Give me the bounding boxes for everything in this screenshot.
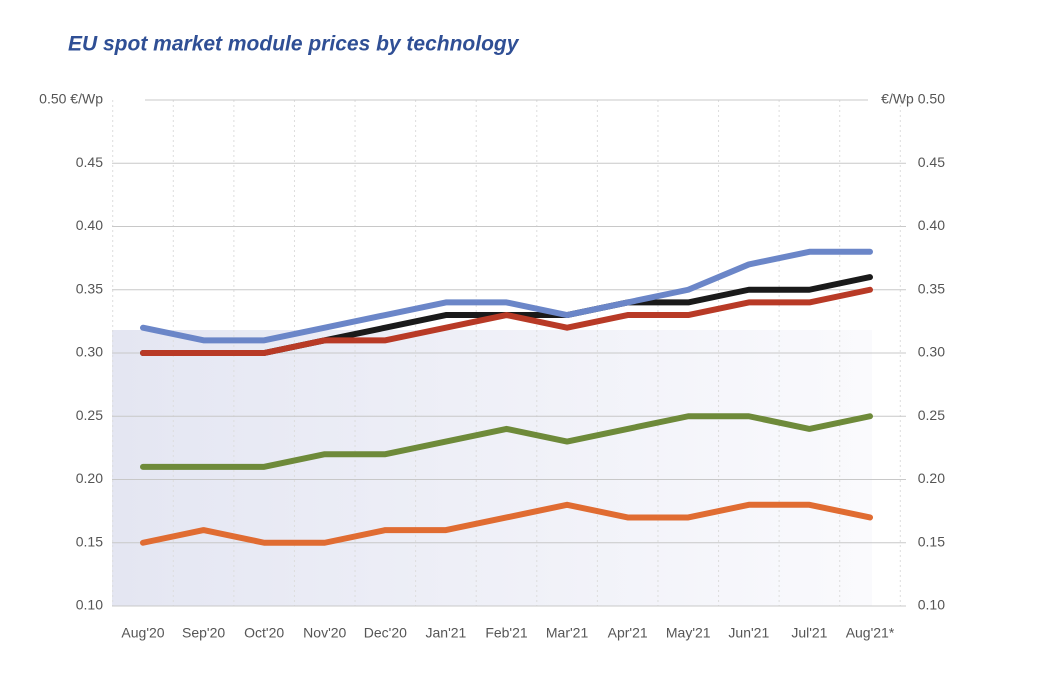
y-tick-label: 0.45 [76, 154, 103, 170]
y-tick-label: 0.25 [76, 407, 103, 423]
x-tick-label: Apr'21 [608, 625, 648, 641]
y-tick-label: 0.40 [76, 217, 103, 233]
y2-tick-label: 0.10 [918, 597, 945, 613]
x-tick-label: Sep'20 [182, 625, 225, 641]
x-tick-label: Jul'21 [791, 625, 827, 641]
chart-title: EU spot market module prices by technolo… [68, 33, 520, 56]
x-tick-label: Oct'20 [244, 625, 284, 641]
y-tick-label: 0.10 [76, 597, 103, 613]
series-line [140, 248, 873, 344]
y2-tick-label: 0.25 [918, 407, 945, 423]
x-tick-label: Mar'21 [546, 625, 589, 641]
y-tick-label: 0.35 [76, 280, 103, 296]
y2-tick-label: 0.35 [918, 280, 945, 296]
series-line [140, 413, 873, 470]
y2-tick-label: 0.45 [918, 154, 945, 170]
y2-tick-label: 0.20 [918, 470, 945, 486]
y-tick-label: 0.20 [76, 470, 103, 486]
y-tick-label: 0.15 [76, 533, 103, 549]
x-tick-label: Aug'20 [121, 625, 164, 641]
x-tick-label: Dec'20 [364, 625, 407, 641]
y2-tick-label: 0.30 [918, 344, 945, 360]
x-tick-label: Nov'20 [303, 625, 346, 641]
y-tick-label: 0.50 €/Wp [39, 91, 103, 107]
x-tick-label: Aug'21* [846, 625, 895, 641]
series-line [140, 501, 873, 546]
series-line [140, 286, 873, 356]
x-tick-label: Jun'21 [728, 625, 769, 641]
x-tick-label: May'21 [666, 625, 711, 641]
x-tick-label: Feb'21 [485, 625, 528, 641]
y2-tick-label: 0.40 [918, 217, 945, 233]
x-tick-label: Jan'21 [426, 625, 467, 641]
y-tick-label: 0.30 [76, 344, 103, 360]
y2-tick-label: €/Wp 0.50 [881, 91, 945, 107]
y2-tick-label: 0.15 [918, 533, 945, 549]
